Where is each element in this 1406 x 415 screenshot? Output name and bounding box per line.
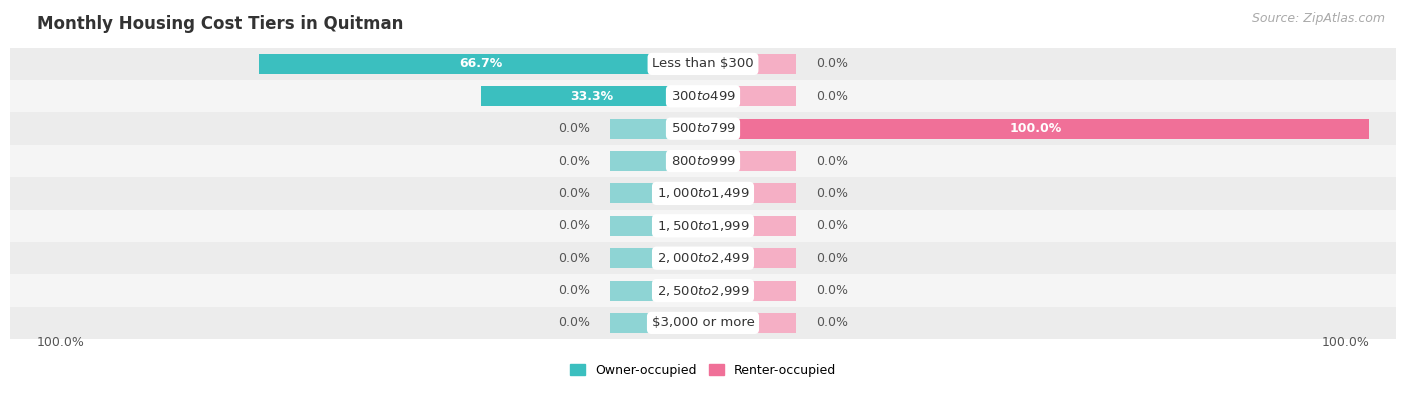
Bar <box>10 145 1396 177</box>
Bar <box>703 216 796 236</box>
Bar <box>10 210 1396 242</box>
Bar <box>703 281 796 300</box>
Text: 0.0%: 0.0% <box>817 187 848 200</box>
Bar <box>703 54 796 74</box>
Text: 0.0%: 0.0% <box>817 154 848 168</box>
Text: 66.7%: 66.7% <box>460 57 502 71</box>
Bar <box>259 54 703 74</box>
Bar <box>481 86 703 106</box>
Text: 0.0%: 0.0% <box>558 187 589 200</box>
Text: $2,500 to $2,999: $2,500 to $2,999 <box>657 283 749 298</box>
Bar <box>703 119 1369 139</box>
Text: 0.0%: 0.0% <box>558 154 589 168</box>
Text: 0.0%: 0.0% <box>817 57 848 71</box>
Text: 100.0%: 100.0% <box>37 337 84 349</box>
Text: 0.0%: 0.0% <box>558 251 589 265</box>
Bar <box>610 313 703 333</box>
Text: $800 to $999: $800 to $999 <box>671 154 735 168</box>
Text: 100.0%: 100.0% <box>1322 337 1369 349</box>
Text: 33.3%: 33.3% <box>571 90 613 103</box>
Bar <box>610 248 703 268</box>
Text: Source: ZipAtlas.com: Source: ZipAtlas.com <box>1251 12 1385 25</box>
Bar <box>10 112 1396 145</box>
Text: 0.0%: 0.0% <box>817 90 848 103</box>
Bar <box>703 183 796 203</box>
Bar <box>610 216 703 236</box>
Text: 0.0%: 0.0% <box>817 316 848 330</box>
Text: $1,500 to $1,999: $1,500 to $1,999 <box>657 219 749 233</box>
Legend: Owner-occupied, Renter-occupied: Owner-occupied, Renter-occupied <box>569 364 837 377</box>
Bar <box>10 80 1396 112</box>
Text: Monthly Housing Cost Tiers in Quitman: Monthly Housing Cost Tiers in Quitman <box>37 15 404 33</box>
Bar <box>703 313 796 333</box>
Bar <box>10 307 1396 339</box>
Bar <box>610 183 703 203</box>
Text: 0.0%: 0.0% <box>558 122 589 135</box>
Text: 0.0%: 0.0% <box>817 284 848 297</box>
Bar <box>610 281 703 300</box>
Text: $300 to $499: $300 to $499 <box>671 90 735 103</box>
Text: $1,000 to $1,499: $1,000 to $1,499 <box>657 186 749 200</box>
Bar <box>10 177 1396 210</box>
Bar <box>703 248 796 268</box>
Text: 0.0%: 0.0% <box>558 316 589 330</box>
Bar <box>610 119 703 139</box>
Bar <box>10 242 1396 274</box>
Text: 0.0%: 0.0% <box>558 219 589 232</box>
Text: $500 to $799: $500 to $799 <box>671 122 735 135</box>
Bar <box>703 151 796 171</box>
Text: $3,000 or more: $3,000 or more <box>651 316 755 330</box>
Bar <box>10 48 1396 80</box>
Text: 100.0%: 100.0% <box>1010 122 1062 135</box>
Text: $2,000 to $2,499: $2,000 to $2,499 <box>657 251 749 265</box>
Bar <box>610 151 703 171</box>
Text: 0.0%: 0.0% <box>817 251 848 265</box>
Bar <box>10 274 1396 307</box>
Text: Less than $300: Less than $300 <box>652 57 754 71</box>
Text: 0.0%: 0.0% <box>558 284 589 297</box>
Bar <box>703 86 796 106</box>
Text: 0.0%: 0.0% <box>817 219 848 232</box>
